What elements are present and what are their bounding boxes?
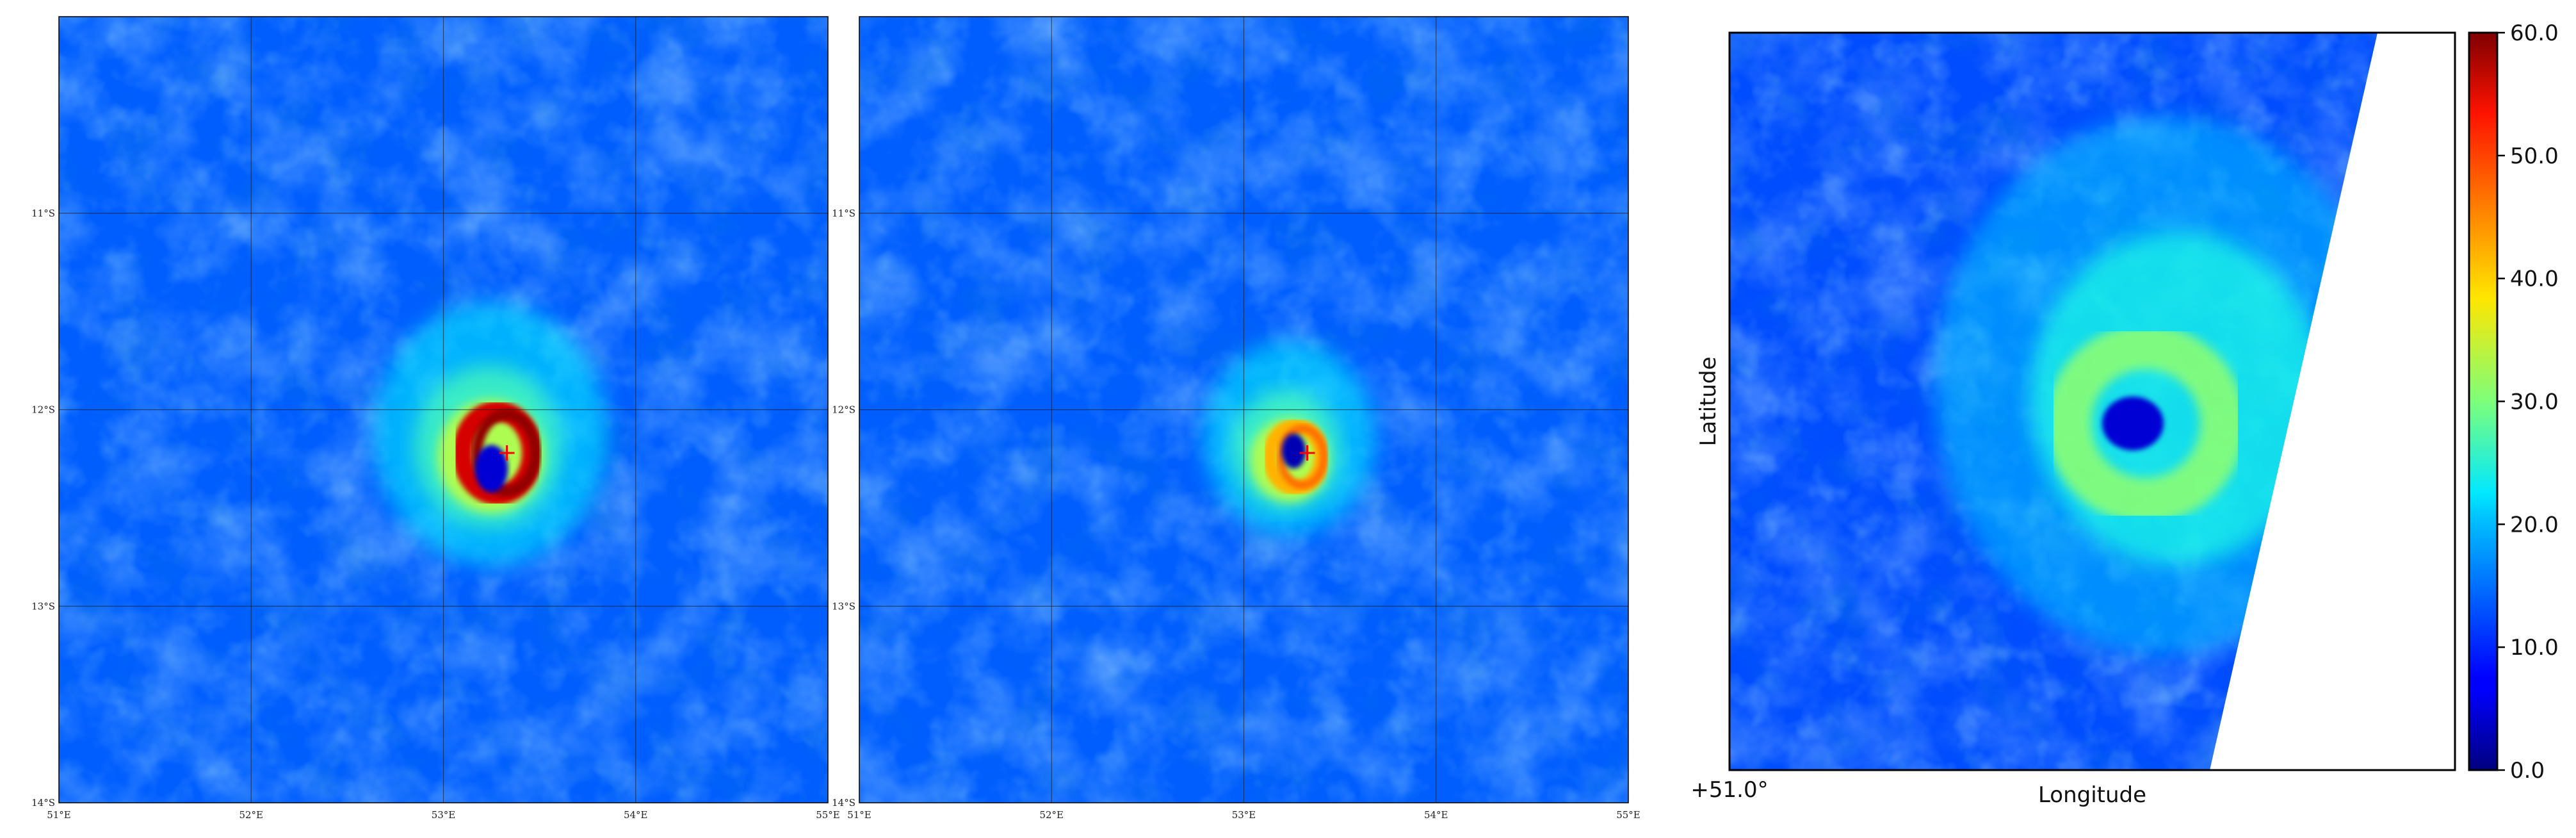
y-tick-label: 12°S <box>832 404 855 416</box>
colorbar-tick-label: 0.0 <box>2510 758 2545 784</box>
gridlines <box>859 17 1628 803</box>
x-tick-label: 53°E <box>432 809 456 821</box>
map-panel-middle <box>859 16 1629 803</box>
y-tick-label: 12°S <box>31 404 55 416</box>
x-tick-label: 54°E <box>1424 809 1448 821</box>
y-tick-label: 13°S <box>832 600 855 612</box>
colorbar-tick-label: 50.0 <box>2510 144 2559 169</box>
satellite-swath <box>1729 33 2378 770</box>
colorbar-tick-label: 10.0 <box>2510 635 2559 661</box>
storm-structure <box>1203 340 1376 535</box>
x-tick-label: 51°E <box>847 809 871 821</box>
gridlines <box>59 17 828 803</box>
y-tick-label: 11°S <box>31 208 55 219</box>
x-axis-label: Longitude <box>2038 782 2146 808</box>
colorbar-tick-label: 20.0 <box>2510 512 2559 538</box>
x-tick-label: 52°E <box>239 809 263 821</box>
eyewall-ring <box>2046 324 2245 523</box>
storm-center-marker <box>1299 445 1315 461</box>
colorbar-tick-label: 40.0 <box>2510 267 2559 292</box>
storm-eye <box>1281 433 1306 469</box>
colorbar: 0.0 10.0 20.0 30.0 40.0 50.0 60.0 <box>2468 21 2559 784</box>
x-tick-label: 55°E <box>816 809 840 821</box>
x-tick-label: 51°E <box>47 809 71 821</box>
storm-eye <box>2102 397 2164 450</box>
colorbar-tick-label: 60.0 <box>2510 21 2559 46</box>
colorbar-gradient <box>2468 31 2499 771</box>
storm-structure <box>374 302 608 566</box>
x-tick-label: 54°E <box>624 809 648 821</box>
x-tick-label: 52°E <box>1039 809 1064 821</box>
storm-center-marker <box>499 445 515 461</box>
y-tick-label: 13°S <box>31 600 55 612</box>
x-tick-label: 55°E <box>1616 809 1640 821</box>
x-tick-label: +51.0° <box>1690 777 1768 803</box>
y-tick-label: 11°S <box>832 208 855 219</box>
x-tick-label: 53°E <box>1232 809 1256 821</box>
storm-eye <box>474 445 508 493</box>
y-tick-label: 14°S <box>31 797 55 809</box>
map-frame <box>1728 31 2456 771</box>
map-panel-right <box>1728 31 2456 771</box>
y-axis-label: Latitude <box>1696 357 1721 447</box>
map-panel-left <box>58 16 829 803</box>
y-tick-label: 14°S <box>832 797 855 809</box>
map-frame <box>58 16 829 803</box>
colorbar-tick-label: 30.0 <box>2510 390 2559 415</box>
map-frame <box>859 16 1629 803</box>
